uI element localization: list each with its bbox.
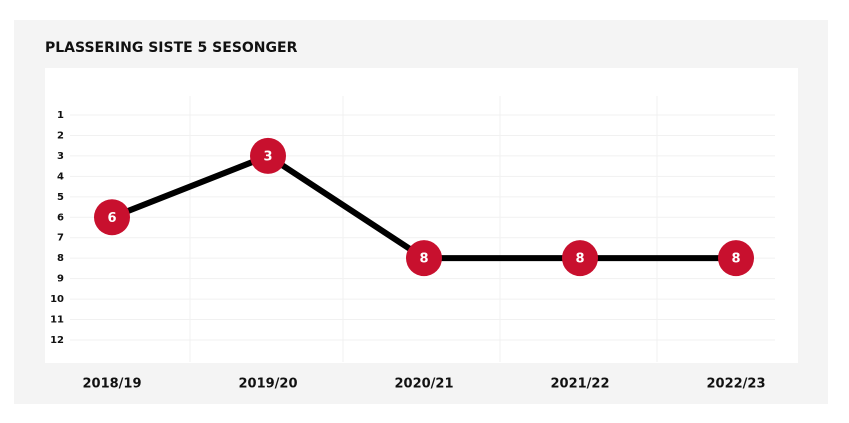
y-tick-label: 1 xyxy=(57,110,64,121)
marker xyxy=(406,240,442,277)
data-label: 8 xyxy=(731,252,740,267)
y-tick-label: 11 xyxy=(50,315,64,326)
y-tick-label: 5 xyxy=(57,192,64,203)
y-tick-label: 10 xyxy=(50,294,64,305)
data-label: 8 xyxy=(575,252,584,267)
y-tick-label: 9 xyxy=(57,274,64,285)
x-tick-label: 2019/20 xyxy=(238,377,297,392)
y-tick-label: 3 xyxy=(57,151,64,162)
x-tick-label: 2022/23 xyxy=(706,377,765,392)
y-tick-label: 7 xyxy=(57,233,64,244)
chart-title: PLASSERING SISTE 5 SESONGER xyxy=(45,40,298,56)
plot-area xyxy=(45,68,798,363)
y-tick-label: 12 xyxy=(50,335,64,346)
data-label: 8 xyxy=(419,252,428,267)
y-tick-label: 4 xyxy=(57,171,64,182)
x-tick-label: 2018/19 xyxy=(82,377,141,392)
marker xyxy=(250,137,286,174)
vertical-grid xyxy=(189,96,658,362)
data-label: 6 xyxy=(107,211,116,226)
data-label: 3 xyxy=(263,149,272,164)
y-tick-label: 2 xyxy=(57,130,64,141)
marker xyxy=(562,240,598,277)
marker xyxy=(718,240,754,277)
x-tick-label: 2020/21 xyxy=(394,377,453,392)
x-tick-label: 2021/22 xyxy=(550,377,609,392)
y-tick-label: 8 xyxy=(57,253,64,264)
y-tick-label: 6 xyxy=(57,212,64,223)
marker xyxy=(94,199,130,236)
